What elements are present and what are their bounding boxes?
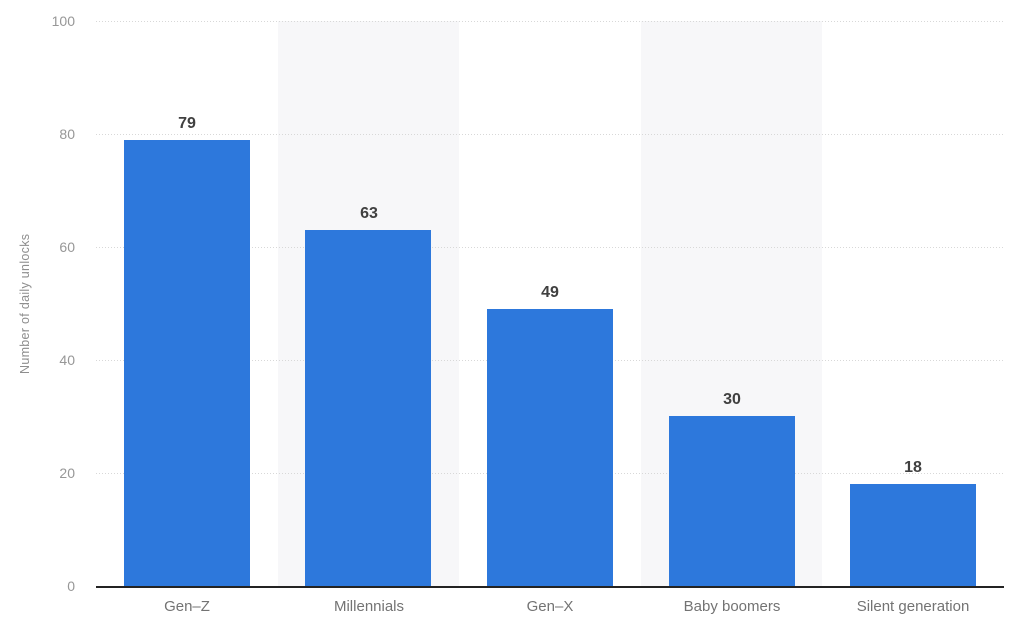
grid-line <box>96 134 1004 135</box>
bar[interactable] <box>124 140 250 586</box>
plot-area: 79 63 49 30 18 <box>96 21 1004 586</box>
x-category-label: Gen–Z <box>164 598 210 615</box>
bar-value-label: 63 <box>360 205 378 222</box>
bar[interactable] <box>487 309 613 586</box>
y-tick-label: 20 <box>59 465 75 481</box>
y-tick-label: 60 <box>59 239 75 255</box>
x-category-label: Millennials <box>333 598 405 615</box>
grid-line <box>96 247 1004 248</box>
bar-value-label: 18 <box>904 459 922 476</box>
bar[interactable] <box>669 416 795 586</box>
y-axis-title: Number of daily unlocks <box>18 233 32 374</box>
x-category-label: Baby boomers <box>683 598 781 615</box>
x-category-label: Silent generation <box>856 598 970 615</box>
y-tick-label: 0 <box>67 578 75 594</box>
bar[interactable] <box>850 484 976 586</box>
bar-value-label: 49 <box>541 284 559 301</box>
bar[interactable] <box>305 230 431 586</box>
y-tick-label: 40 <box>59 352 75 368</box>
bar-value-label: 79 <box>178 115 196 132</box>
bar-value-label: 30 <box>723 391 741 408</box>
y-tick-label: 80 <box>59 126 75 142</box>
grid-line <box>96 21 1004 22</box>
y-tick-label: 100 <box>51 13 75 29</box>
x-axis-line <box>96 586 1004 588</box>
x-category-label: Gen–X <box>526 598 574 615</box>
